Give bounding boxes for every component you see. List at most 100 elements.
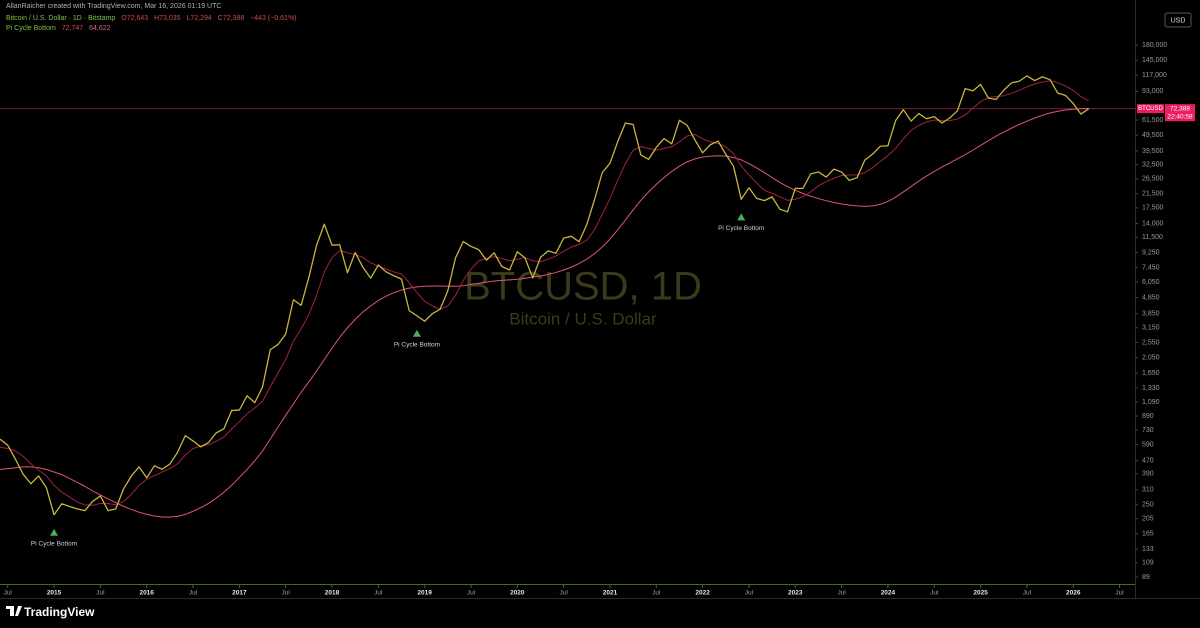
x-tick-label: 2016	[139, 590, 154, 597]
y-tick-label: 9,250	[1142, 249, 1160, 256]
series-line	[0, 80, 1089, 506]
y-tick-label: 205	[1142, 516, 1154, 523]
x-tick-label: 2023	[788, 590, 803, 597]
ohlc-low: L72,294	[186, 15, 212, 22]
symbol-legend: Bitcoin / U.S. Dollar · 1D · Bitstamp O7…	[6, 15, 301, 22]
x-tick-label: Jul	[1023, 590, 1032, 597]
y-tick-label: 93,000	[1142, 88, 1164, 95]
indicator-value: 64,622	[89, 25, 111, 32]
x-tick-label: 2025	[973, 590, 988, 597]
watermark: BTCUSD, 1D Bitcoin / U.S. Dollar	[464, 265, 702, 329]
x-tick-label: Jul	[4, 590, 13, 597]
annotation-marker	[50, 528, 59, 536]
symbol-tag: BTCUSD	[1138, 106, 1163, 112]
y-tick-label: 1,650	[1142, 370, 1160, 377]
indicator-value: 72,747	[61, 25, 84, 32]
y-tick-label: 49,500	[1142, 132, 1164, 139]
annotation-label: Pi Cycle Bottom	[31, 540, 77, 547]
y-tick-label: 470	[1142, 458, 1154, 465]
x-tick-label: Jul	[1115, 590, 1124, 597]
y-tick-label: 3,850	[1142, 311, 1160, 318]
y-tick-label: 250	[1142, 502, 1154, 509]
x-tick-label: Jul	[930, 590, 939, 597]
y-tick-label: 3,150	[1142, 325, 1160, 332]
y-tick-label: 11,500	[1142, 234, 1163, 241]
y-tick-label: 310	[1142, 487, 1154, 494]
y-tick-label: 145,000	[1142, 57, 1167, 64]
author-text: AllanRaicher created with TradingView.co…	[6, 3, 222, 10]
symbol-text: Bitcoin / U.S. Dollar · 1D · Bitstamp	[6, 15, 116, 22]
y-tick-label: 26,500	[1142, 176, 1164, 183]
x-tick-label: 2018	[325, 590, 340, 597]
last-price-bg	[1165, 104, 1195, 122]
x-tick-label: Jul	[652, 590, 661, 597]
brand-text: TradingView	[24, 605, 95, 619]
x-tick-label: 2022	[695, 590, 710, 597]
annotation-label: Pi Cycle Bottom	[718, 225, 764, 232]
x-tick-label: Jul	[96, 590, 105, 597]
x-tick-label: Jul	[189, 590, 198, 597]
y-tick-label: 590	[1142, 442, 1154, 449]
indicator-legend: Pi Cycle Bottom 72,747 64,622	[6, 25, 115, 32]
ohlc-close: C72,388	[217, 15, 245, 22]
y-tick-label: 61,500	[1142, 117, 1164, 124]
ohlc-open: O72,643	[121, 15, 149, 22]
y-tick-label: 6,050	[1142, 279, 1160, 286]
y-tick-label: 32,500	[1142, 161, 1164, 168]
series-line	[0, 107, 1089, 518]
annotation-marker	[737, 213, 746, 221]
y-tick-label: 109	[1142, 560, 1154, 567]
x-tick-label: 2020	[510, 590, 525, 597]
annotation-label: Pi Cycle Bottom	[394, 341, 440, 348]
last-price-label: 72,388	[1170, 105, 1190, 112]
y-tick-label: 1,090	[1142, 399, 1160, 406]
currency-box[interactable]	[1164, 12, 1192, 28]
y-tick-label: 2,050	[1142, 355, 1160, 362]
tradingview-logo	[6, 606, 22, 616]
ohlc-high: H73,035	[154, 15, 181, 22]
y-tick-label: 2,550	[1142, 339, 1160, 346]
symbol-tag-bg	[1137, 104, 1164, 114]
author-line: AllanRaicher created with TradingView.co…	[6, 3, 225, 10]
x-tick-label: Jul	[374, 590, 383, 597]
watermark-symbol: BTCUSD, 1D	[464, 265, 702, 309]
countdown: 22:40:58	[1167, 113, 1193, 120]
x-tick-label: 2015	[47, 590, 62, 597]
y-tick-label: 14,000	[1142, 220, 1164, 227]
x-tick-label: 2019	[417, 590, 432, 597]
x-tick-label: 2021	[603, 590, 618, 597]
footer-brand: TradingView	[24, 605, 94, 619]
y-tick-label: 165	[1142, 531, 1154, 538]
x-tick-label: 2026	[1066, 590, 1081, 597]
y-tick-label: 89	[1142, 574, 1150, 581]
logo-icon	[6, 606, 22, 616]
x-tick-label: Jul	[837, 590, 846, 597]
x-tick-label: Jul	[282, 590, 291, 597]
watermark-description: Bitcoin / U.S. Dollar	[509, 309, 657, 328]
y-tick-label: 7,450	[1142, 264, 1160, 271]
y-tick-label: 1,330	[1142, 385, 1160, 392]
currency[interactable]: USD	[1171, 17, 1186, 24]
x-tick-label: Jul	[467, 590, 476, 597]
y-tick-label: 133	[1142, 546, 1154, 553]
y-tick-label: 390	[1142, 471, 1154, 478]
x-tick-label: 2017	[232, 590, 247, 597]
x-tick-label: Jul	[559, 590, 568, 597]
y-tick-label: 39,500	[1142, 148, 1164, 155]
x-tick-label: Jul	[745, 590, 754, 597]
ohlc-change: −443 (−0.61%)	[250, 15, 297, 22]
y-tick-label: 4,850	[1142, 294, 1160, 301]
y-tick-label: 117,000	[1142, 72, 1167, 79]
x-tick-label: 2024	[881, 590, 896, 597]
y-tick-label: 21,500	[1142, 190, 1164, 197]
series-line	[0, 75, 1090, 516]
annotation-marker	[412, 329, 421, 337]
y-tick-label: 890	[1142, 413, 1154, 420]
y-tick-label: 730	[1142, 427, 1154, 434]
y-tick-label: 17,500	[1142, 205, 1164, 212]
y-tick-label: 180,000	[1142, 42, 1167, 49]
indicator-name: Pi Cycle Bottom	[6, 25, 56, 32]
